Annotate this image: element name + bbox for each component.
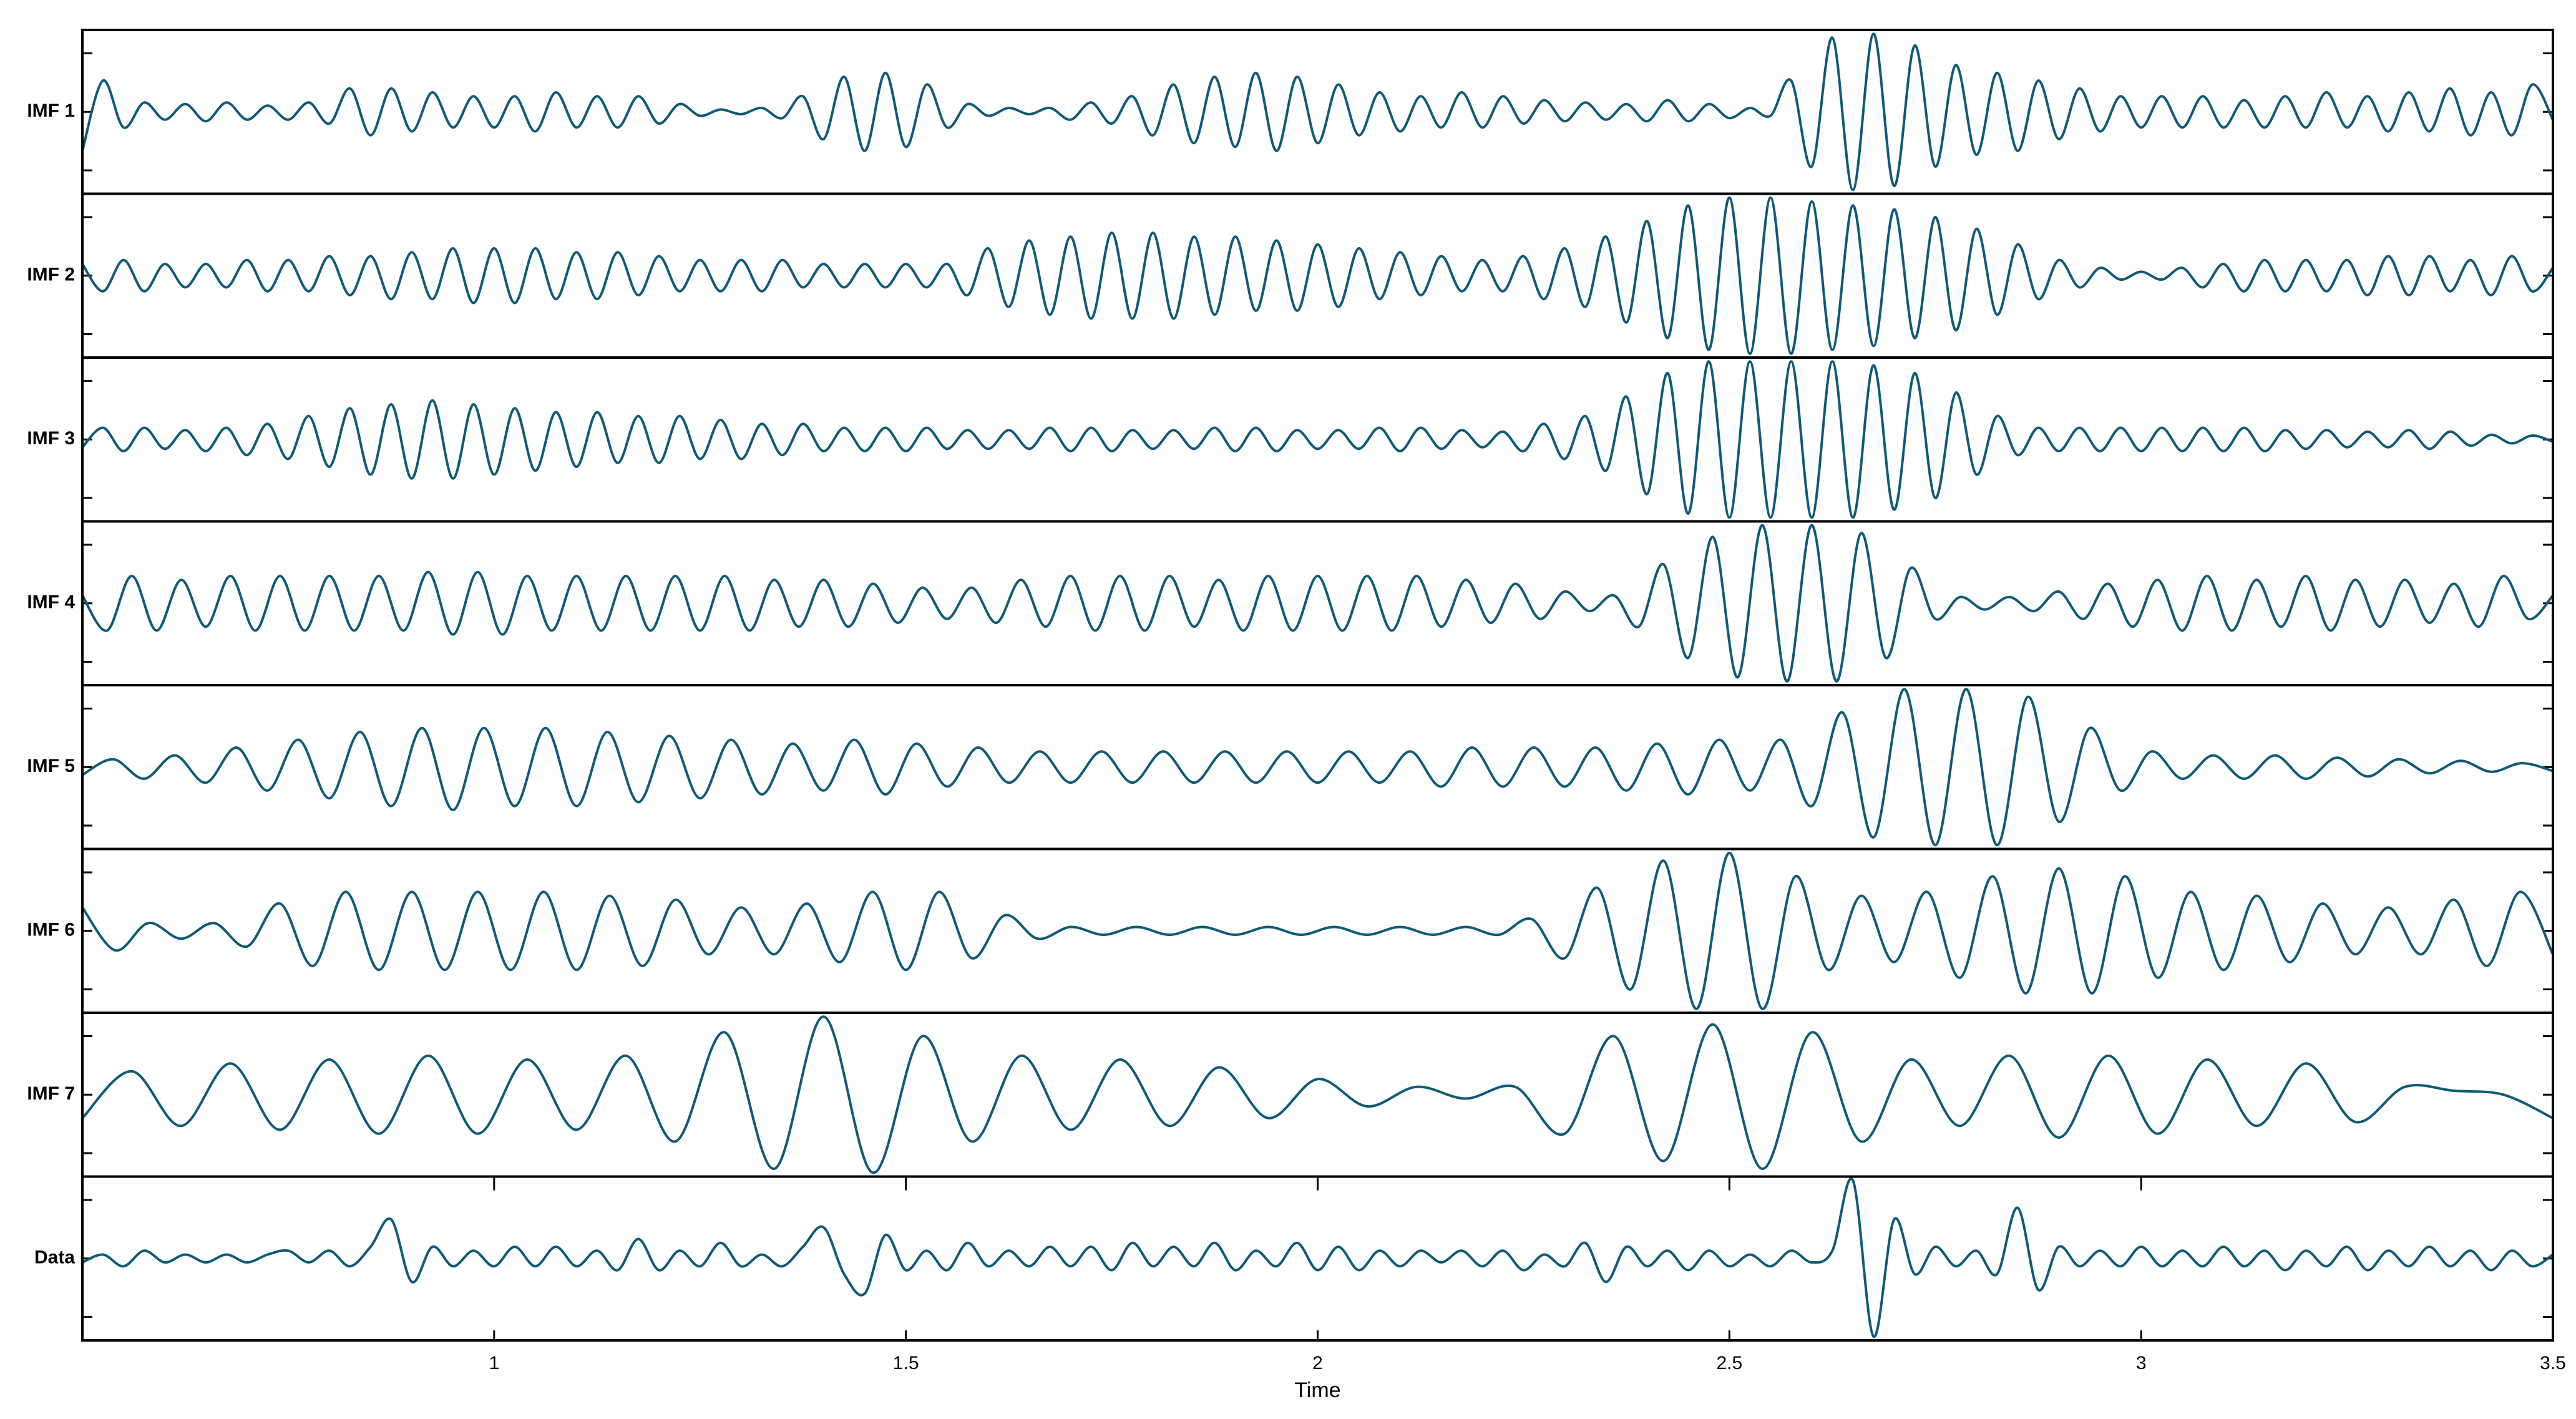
x-tick-label: 2 [1312, 1353, 1323, 1373]
signal-line [81, 524, 2554, 683]
panel-frame [81, 520, 2554, 686]
panel-frame [81, 684, 2554, 851]
panel-label: IMF 2 [27, 265, 75, 285]
panel-frame [81, 192, 2554, 359]
x-tick-label: 3.5 [2540, 1353, 2566, 1373]
x-tick-label: 2.5 [1716, 1353, 1742, 1373]
signal-line [82, 1177, 2554, 1338]
x-tick-label: 1.5 [893, 1353, 919, 1373]
panel-frame [81, 356, 2554, 523]
panel-label: IMF 7 [27, 1083, 75, 1104]
panel-frame [81, 29, 2554, 195]
signal-line [81, 32, 2554, 192]
x-tick-label: 3 [2136, 1353, 2147, 1373]
x-axis-label: Time [1294, 1378, 1340, 1402]
signal-line [81, 360, 2554, 519]
panel-label: IMF 4 [27, 592, 75, 613]
panel-frame [81, 1175, 2554, 1342]
x-tick-label: 1 [489, 1353, 499, 1373]
panel-label: IMF 5 [27, 756, 75, 776]
signal-line [81, 851, 2554, 1010]
panel-label: IMF 6 [27, 920, 75, 940]
panel-label: IMF 3 [27, 428, 75, 449]
signal-line [81, 196, 2554, 355]
signal-line [81, 1015, 2554, 1174]
panel-label: Data [34, 1247, 75, 1268]
panel-label: IMF 1 [27, 100, 75, 121]
signal-line [81, 688, 2554, 847]
